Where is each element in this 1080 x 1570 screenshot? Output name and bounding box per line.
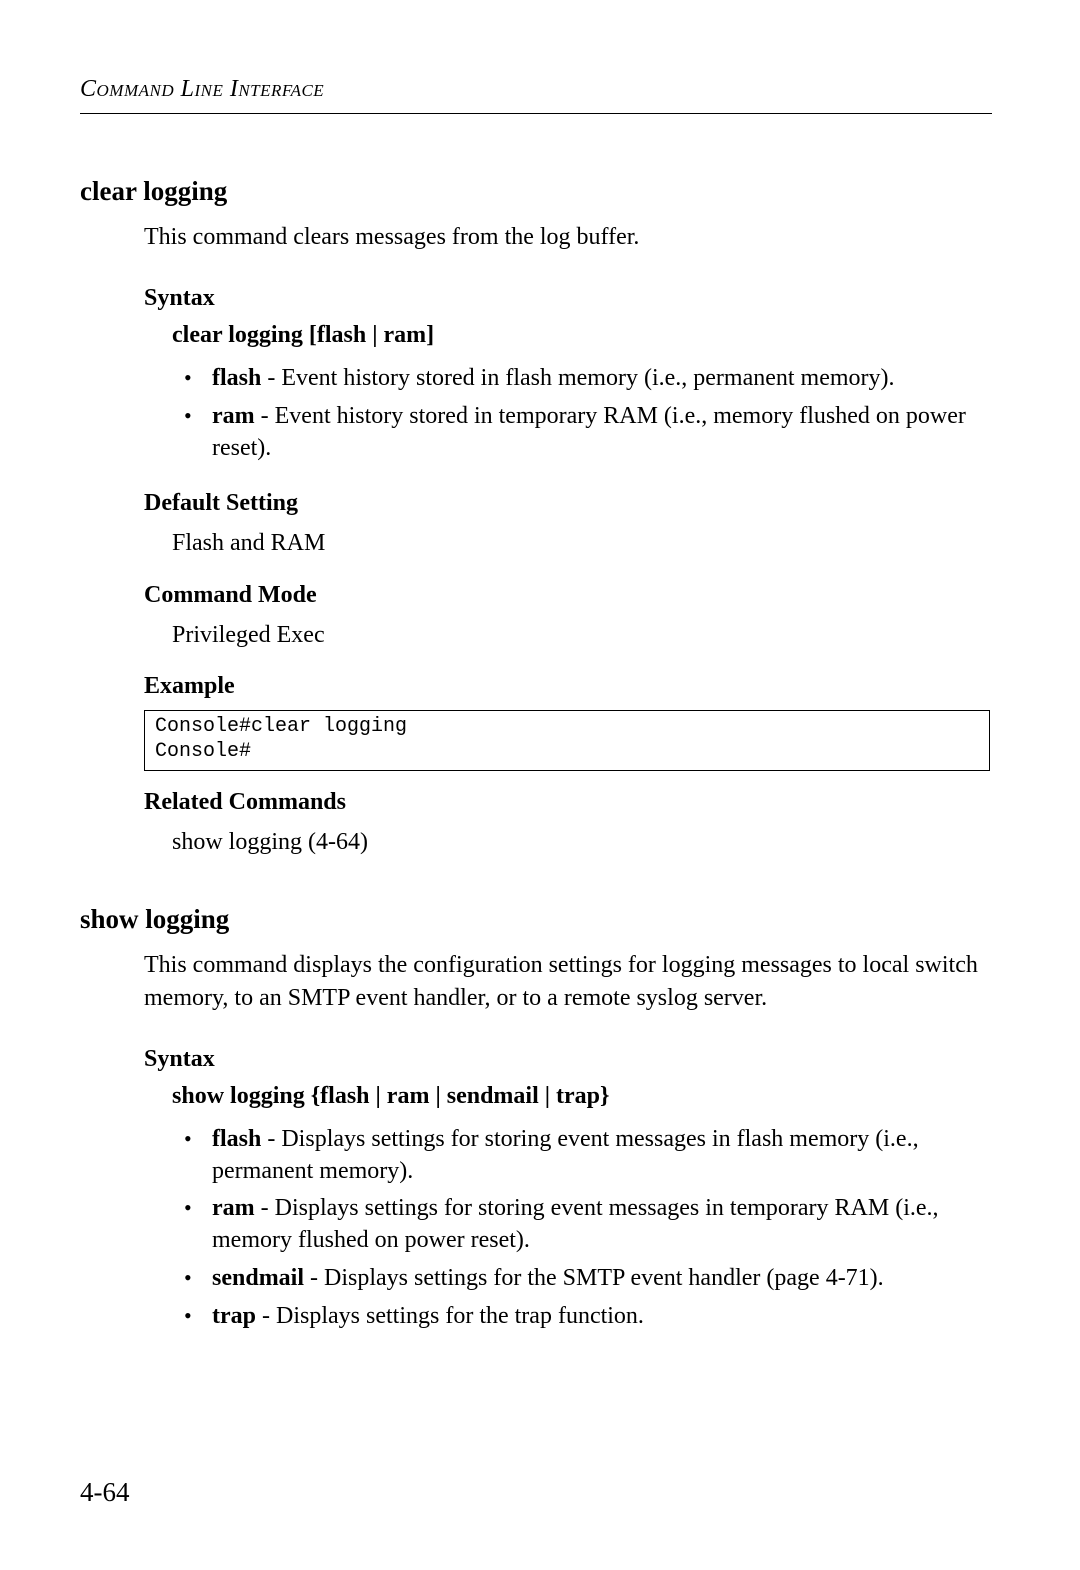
syntax-line: clear logging [flash | ram] — [172, 322, 990, 349]
option-desc: - Displays settings for storing event me… — [212, 1195, 939, 1253]
body-command-mode: Privileged Exec — [172, 619, 990, 651]
page-number: 4-64 — [80, 1477, 130, 1508]
option-item: ram - Event history stored in temporary … — [184, 401, 990, 464]
syntax-options-list: flash - Displays settings for storing ev… — [184, 1124, 990, 1332]
intro-text: This command displays the configuration … — [144, 949, 990, 1014]
section-body-clear-logging: This command clears messages from the lo… — [144, 221, 990, 858]
option-desc: - Displays settings for storing event me… — [212, 1126, 919, 1184]
option-desc: - Displays settings for the trap functio… — [256, 1303, 644, 1329]
header-rule — [80, 113, 992, 114]
subhead-command-mode: Command Mode — [144, 582, 990, 609]
subhead-example: Example — [144, 673, 990, 700]
example-code: Console#clear logging Console# — [144, 710, 990, 771]
syntax-line: show logging {flash | ram | sendmail | t… — [172, 1083, 990, 1110]
option-item: ram - Displays settings for storing even… — [184, 1193, 990, 1256]
section-title-show-logging: show logging — [80, 904, 990, 935]
option-name: ram — [212, 1195, 255, 1221]
option-desc: - Event history stored in flash memory (… — [261, 365, 894, 391]
option-item: flash - Displays settings for storing ev… — [184, 1124, 990, 1187]
subhead-syntax: Syntax — [144, 1046, 990, 1073]
option-name: flash — [212, 1126, 261, 1152]
option-desc: - Displays settings for the SMTP event h… — [304, 1265, 884, 1291]
option-name: flash — [212, 365, 261, 391]
body-related-commands: show logging (4-64) — [172, 826, 990, 858]
option-name: trap — [212, 1303, 256, 1329]
option-desc: - Event history stored in temporary RAM … — [212, 403, 966, 461]
running-head: Command Line Interface — [80, 76, 990, 103]
syntax-options-list: flash - Event history stored in flash me… — [184, 363, 990, 464]
block-default-setting: Default Setting Flash and RAM — [144, 490, 990, 559]
section-body-show-logging: This command displays the configuration … — [144, 949, 990, 1332]
subhead-related-commands: Related Commands — [144, 789, 990, 816]
intro-text: This command clears messages from the lo… — [144, 221, 990, 253]
option-item: trap - Displays settings for the trap fu… — [184, 1301, 990, 1333]
option-item: sendmail - Displays settings for the SMT… — [184, 1263, 990, 1295]
subhead-default-setting: Default Setting — [144, 490, 990, 517]
section-title-clear-logging: clear logging — [80, 176, 990, 207]
option-item: flash - Event history stored in flash me… — [184, 363, 990, 395]
page-content: Command Line Interface clear logging Thi… — [80, 76, 990, 1358]
option-name: ram — [212, 403, 255, 429]
subhead-syntax: Syntax — [144, 285, 990, 312]
block-command-mode: Command Mode Privileged Exec — [144, 582, 990, 651]
option-name: sendmail — [212, 1265, 304, 1291]
section-gap — [80, 858, 990, 904]
body-default-setting: Flash and RAM — [172, 527, 990, 559]
